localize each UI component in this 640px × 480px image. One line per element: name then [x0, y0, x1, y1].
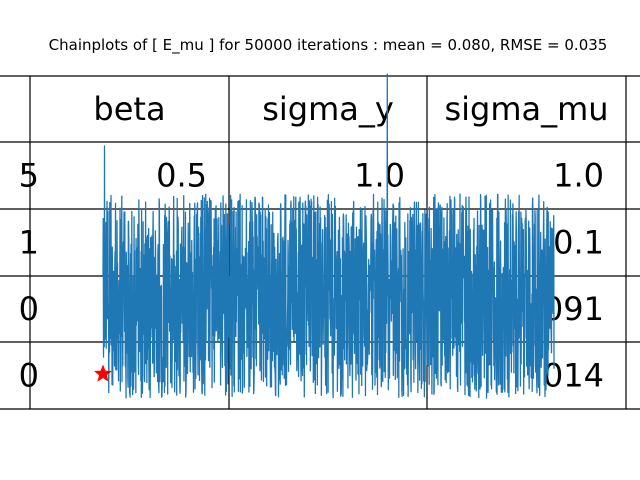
table-cell-r2-c0: 0 — [19, 290, 39, 328]
table-cell-r3-c0: 0 — [19, 357, 39, 395]
table-header-beta: beta — [93, 90, 165, 128]
table-cell-r0-c1: 0.5 — [156, 157, 207, 195]
true-value-layer — [93, 364, 113, 382]
table-cell-r1-c3: 0.1 — [553, 224, 604, 262]
chain-trace — [102, 73, 555, 399]
table-cell-r0-c0: 5 — [19, 157, 39, 195]
table-cell-r0-c2: 1.0 — [354, 157, 405, 195]
chart-title: Chainplots of [ E_mu ] for 50000 iterati… — [49, 36, 608, 55]
table-header-sigma-mu: sigma_mu — [444, 90, 608, 128]
table-cell-r1-c0: 1 — [19, 224, 39, 262]
table-cell-r0-c3: 1.0 — [553, 157, 604, 195]
chain-trace-line — [102, 73, 555, 399]
table-cell-r3-c3: 014 — [543, 357, 604, 395]
true-value-star-marker — [93, 364, 113, 382]
table-header-sigma-y: sigma_y — [262, 90, 394, 128]
